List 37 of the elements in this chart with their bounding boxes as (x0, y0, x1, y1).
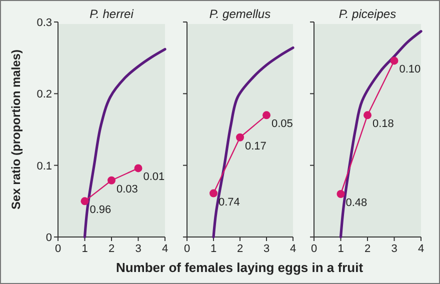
annotation: 0.18 (372, 118, 394, 130)
annotation: 0.17 (245, 140, 266, 152)
chart-title: P. gemellus (209, 7, 271, 21)
y-tick-label: 0.1 (36, 160, 52, 172)
line-series (83, 48, 166, 238)
annotation: 0.01 (143, 171, 165, 184)
x-tick-label: 0 (184, 243, 190, 255)
chart-title: P. herrei (90, 7, 134, 21)
x-tick-label: 3 (391, 243, 398, 255)
x-tick-label: 0 (310, 243, 318, 255)
x-tick-label: 2 (108, 243, 115, 255)
point (134, 164, 142, 172)
x-tick-label: 3 (263, 243, 270, 255)
y-tick-label: 0.2 (36, 88, 52, 101)
annotation: 0.48 (346, 197, 368, 209)
x-tick-label: 2 (364, 243, 371, 255)
x-tick-label: 4 (418, 243, 424, 255)
x-tick-label: 1 (82, 243, 88, 255)
point (80, 197, 89, 206)
y-tick-label: 0 (46, 232, 52, 244)
y-tick-label: 0.3 (36, 17, 52, 29)
chart-title: P. piceipes (338, 7, 396, 21)
y-axis-title: Sex ratio (proportion males) (9, 49, 23, 210)
annotation: 0.10 (399, 64, 421, 76)
x-tick-label: 3 (135, 243, 142, 255)
annotation: 0.03 (116, 183, 138, 196)
annotation: 0.96 (90, 204, 112, 216)
x-tick-label: 4 (290, 243, 296, 255)
annotation: 0.05 (272, 118, 293, 130)
point (108, 176, 116, 184)
x-tick-label: 1 (210, 243, 217, 255)
x-tick-label: 4 (162, 243, 168, 255)
x-tick-label: 2 (236, 243, 244, 255)
x-tick-label: 1 (338, 243, 344, 255)
annotation: 0.74 (218, 196, 240, 208)
x-tick-label: 0 (54, 243, 62, 255)
x-axis-title: Number of females laying eggs in a fruit (116, 260, 364, 275)
